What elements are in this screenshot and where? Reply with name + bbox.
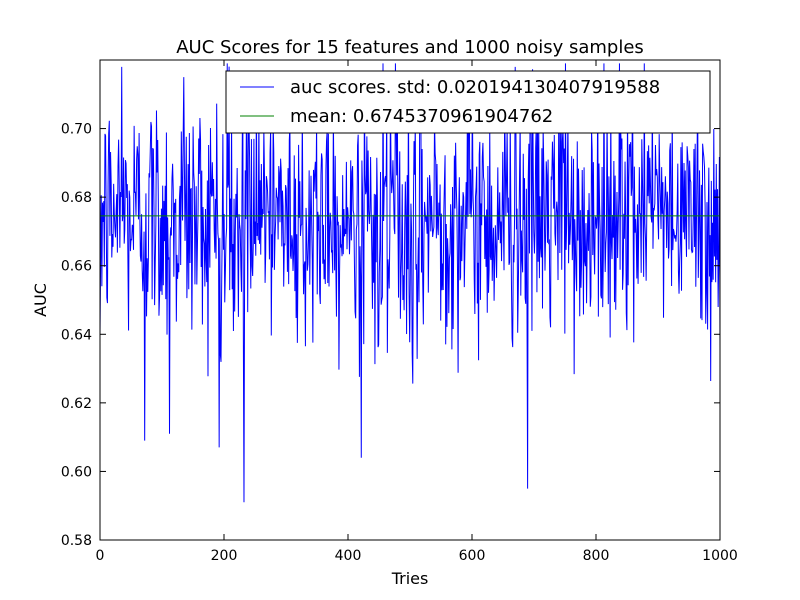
x-tick-label: 400 [335,548,362,564]
legend-box [225,70,711,134]
y-tick-label: 0.60 [61,464,92,480]
y-tick-label: 0.58 [61,533,92,549]
y-tick-label: 0.70 [61,122,92,138]
y-tick-label: 0.68 [61,190,92,206]
x-tick-label: 800 [583,548,610,564]
legend: auc scores. std: 0.020194130407919588 me… [225,70,711,134]
plot-frame [99,59,721,541]
y-tick-label: 0.64 [61,327,92,343]
x-tick-label: 200 [211,548,238,564]
auc-series-line [100,63,720,503]
chart-title: AUC Scores for 15 features and 1000 nois… [176,37,644,58]
plot-area: 0 200 400 600 800 1000 0.58 0.60 0.62 0.64 0.66 0.6… [61,59,738,564]
y-tick-label: 0.66 [61,259,92,275]
x-axis-label: Tries [391,569,429,588]
x-tick-label: 600 [459,548,486,564]
x-tick-label: 1000 [702,548,738,564]
axes-ticks: 0 200 400 600 800 1000 0.58 0.60 0.62 0.64 0.66 0.6… [61,60,738,564]
y-tick-label: 0.62 [61,396,92,412]
series-layer [100,63,720,503]
x-tick-label: 0 [96,548,105,564]
legend-auc-label: auc scores. std: 0.020194130407919588 [290,77,660,98]
y-axis-label: AUC [31,283,50,317]
legend-mean-label: mean: 0.6745370961904762 [290,106,553,127]
